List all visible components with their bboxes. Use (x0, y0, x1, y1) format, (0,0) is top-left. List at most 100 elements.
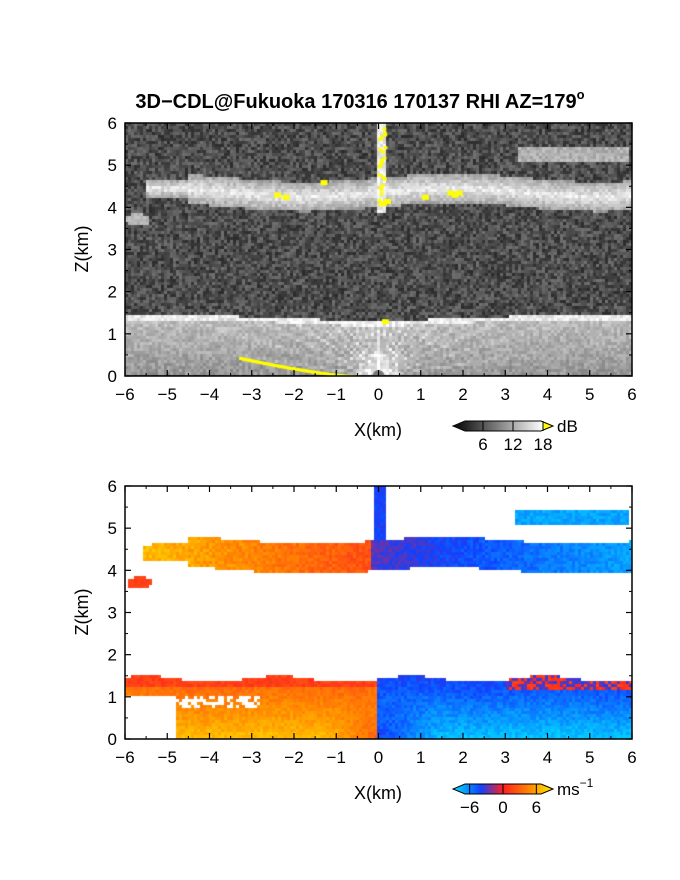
velocity-colorbar-tick-label: 6 (532, 798, 541, 817)
velocity-colorbar-segment (456, 787, 459, 791)
velocity-x-tick-label: −4 (200, 748, 219, 767)
backscatter-colorbar-segment (489, 421, 492, 431)
backscatter-x-tick-label: −2 (284, 385, 303, 404)
velocity-colorbar-segment (544, 785, 547, 793)
backscatter-x-tick-label: 5 (585, 385, 594, 404)
velocity-colorbar-segment (516, 784, 519, 794)
velocity-y-tick-label: 5 (108, 519, 117, 538)
backscatter-colorbar-segment (528, 421, 531, 431)
velocity-y-tick-label: 6 (108, 477, 117, 496)
backscatter-colorbar-segment (504, 421, 507, 431)
velocity-colorbar-segment (479, 784, 482, 794)
velocity-colorbar-segment (481, 784, 484, 794)
backscatter-colorbar-segment (488, 421, 491, 431)
velocity-colorbar-unit-exponent: −1 (580, 776, 594, 790)
backscatter-y-tick-label: 5 (108, 156, 117, 175)
backscatter-x-tick-label: 3 (501, 385, 510, 404)
backscatter-colorbar-segment (523, 421, 526, 431)
velocity-colorbar-tick-label: −6 (460, 798, 479, 817)
backscatter-colorbar-tick-label: 6 (478, 435, 487, 454)
backscatter-colorbar-segment (466, 421, 469, 431)
velocity-x-tick-label: −3 (242, 748, 261, 767)
backscatter-colorbar-segment (499, 421, 502, 431)
velocity-x-tick-label: 6 (627, 748, 636, 767)
backscatter-colorbar-segment (478, 421, 481, 431)
velocity-colorbar-segment (474, 784, 477, 794)
backscatter-colorbar-segment (496, 421, 499, 431)
velocity-colorbar-segment (468, 784, 471, 794)
backscatter-colorbar-segment (503, 421, 506, 431)
backscatter-x-tick-label: 6 (627, 385, 636, 404)
backscatter-colorbar-segment (538, 421, 541, 431)
backscatter-colorbar-segment (541, 421, 544, 431)
backscatter-colorbar-segment (509, 421, 512, 431)
velocity-colorbar-segment (494, 784, 497, 794)
backscatter-colorbar-segment (476, 421, 479, 431)
velocity-colorbar-segment (508, 784, 511, 794)
velocity-x-tick-label: −1 (327, 748, 346, 767)
backscatter-colorbar-segment (493, 421, 496, 431)
velocity-y-tick-label: 1 (108, 688, 117, 707)
velocity-colorbar-segment (498, 784, 501, 794)
backscatter-colorbar-segment (464, 421, 467, 431)
backscatter-colorbar-segment (521, 421, 524, 431)
backscatter-colorbar-segment (484, 421, 487, 431)
velocity-x-tick-label: 1 (416, 748, 425, 767)
backscatter-colorbar-segment (534, 421, 537, 431)
velocity-colorbar-segment (469, 784, 472, 794)
backscatter-x-tick-label: −3 (242, 385, 261, 404)
velocity-x-tick-label: −5 (158, 748, 177, 767)
velocity-colorbar-segment (501, 784, 504, 794)
backscatter-colorbar-segment (536, 421, 539, 431)
velocity-colorbar-segment (463, 784, 466, 794)
velocity-panel: −6 −5 −4 −3 −2 −1 0 1 2 3 4 5 6 0 1 2 3 4 5 6 X(km) Z(km) −… (72, 477, 637, 817)
velocity-colorbar-segment (504, 784, 507, 794)
backscatter-y-tick-label: 1 (108, 325, 117, 344)
backscatter-colorbar-segment (501, 421, 504, 431)
velocity-colorbar-segment (529, 784, 532, 794)
velocity-colorbar-segment (541, 784, 544, 794)
backscatter-colorbar-segment (548, 423, 551, 429)
velocity-y-axis-title: Z(km) (72, 589, 92, 636)
backscatter-colorbar-segment (516, 421, 519, 431)
backscatter-colorbar-segment (529, 421, 532, 431)
velocity-colorbar-segment (486, 784, 489, 794)
backscatter-colorbar-segment (479, 421, 482, 431)
backscatter-colorbar-tick-label: 12 (504, 435, 523, 454)
backscatter-colorbar-segment (491, 421, 494, 431)
backscatter-colorbar-unit: dB (557, 417, 578, 436)
velocity-colorbar-segment (534, 784, 537, 794)
velocity-y-tick-label: 2 (108, 646, 117, 665)
backscatter-colorbar-segment (544, 422, 547, 430)
velocity-colorbar-segment (454, 788, 457, 790)
backscatter-colorbar-segment (506, 421, 509, 431)
velocity-colorbar-segment (546, 786, 549, 792)
backscatter-colorbar-segment (461, 422, 464, 430)
backscatter-colorbar-segment (471, 421, 474, 431)
velocity-colorbar-segment (536, 784, 539, 794)
title-degree: o (577, 87, 585, 102)
velocity-colorbar-segment (513, 784, 516, 794)
velocity-colorbar-segment (506, 784, 509, 794)
velocity-colorbar-segment (543, 784, 546, 794)
backscatter-plot-area (125, 123, 632, 376)
backscatter-colorbar-segment (533, 421, 536, 431)
velocity-colorbar-segment (509, 784, 512, 794)
velocity-x-tick-label: 5 (585, 748, 594, 767)
velocity-colorbar: −6 0 6 ms−1 (451, 776, 594, 817)
velocity-colorbar-segment (526, 784, 529, 794)
velocity-colorbar-segment (471, 784, 474, 794)
velocity-colorbar-segment (461, 785, 464, 793)
backscatter-colorbar-segment (549, 424, 552, 428)
backscatter-y-tick-label: 0 (108, 367, 117, 386)
backscatter-x-tick-label: 0 (374, 385, 383, 404)
backscatter-colorbar-segment (546, 423, 549, 429)
velocity-y-tick-label: 4 (108, 561, 117, 580)
backscatter-colorbar-segment (543, 421, 546, 431)
velocity-colorbar-segment (464, 784, 467, 794)
backscatter-x-tick-label: −4 (200, 385, 219, 404)
backscatter-colorbar-segment (513, 421, 516, 431)
backscatter-colorbar-segment (468, 421, 471, 431)
